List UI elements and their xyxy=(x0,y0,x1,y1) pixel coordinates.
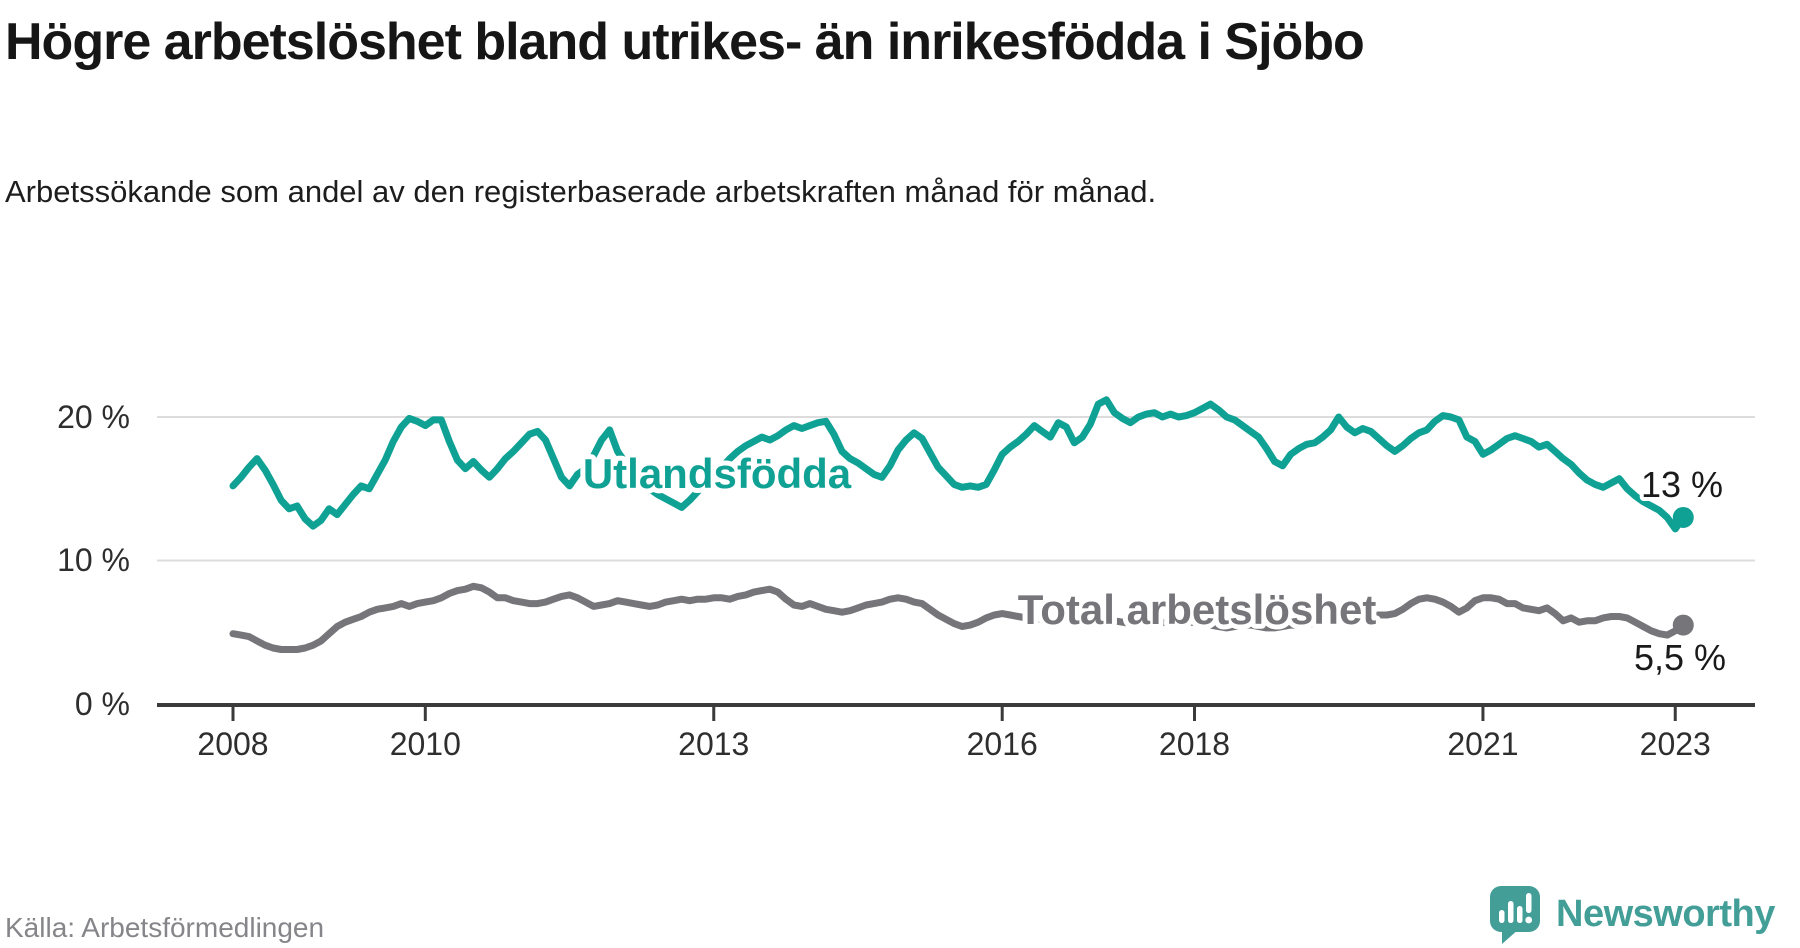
y-tick-label-10: 10 % xyxy=(57,542,130,578)
source-note: Källa: Arbetsförmedlingen xyxy=(5,912,325,943)
chart-subtitle: Arbetssökande som andel av den registerb… xyxy=(5,174,1157,209)
x-tick-label-2021: 2021 xyxy=(1447,726,1518,762)
series-label-utlandsfodda: Utlandsfödda xyxy=(583,450,852,497)
line-utlandsf-dda xyxy=(229,396,1687,533)
end-value-label-total: 5,5 % xyxy=(1634,637,1726,678)
series-label-total: Total arbetslöshet xyxy=(1018,586,1377,633)
x-tick-label-2023: 2023 xyxy=(1640,726,1711,762)
newsworthy-logo-icon xyxy=(1490,886,1540,944)
x-tick-label-2018: 2018 xyxy=(1159,726,1230,762)
newsworthy-logo-text: Newsworthy xyxy=(1556,892,1775,935)
end-value-label-utlandsfodda: 13 % xyxy=(1641,464,1723,505)
x-tick-label-2008: 2008 xyxy=(197,726,268,762)
x-tick-label-2016: 2016 xyxy=(967,726,1038,762)
x-axis: 2008 2010 2013 2016 2018 2021 2023 xyxy=(157,703,1755,762)
x-tick-label-2013: 2013 xyxy=(678,726,749,762)
data-lines xyxy=(229,396,1687,653)
gridlines xyxy=(157,416,1755,562)
line-chart: Utlandsfödda Total arbetslöshet 13 % 5,5… xyxy=(57,396,1755,762)
end-dots xyxy=(1672,506,1694,636)
page-title: Högre arbetslöshet bland utrikes- än inr… xyxy=(5,13,1365,71)
x-tick-label-2010: 2010 xyxy=(390,726,461,762)
y-tick-label-0: 0 % xyxy=(75,686,130,722)
newsworthy-logo: Newsworthy xyxy=(1488,884,1775,944)
y-tick-label-20: 20 % xyxy=(57,399,130,435)
end-dot xyxy=(1672,614,1694,636)
end-dot xyxy=(1672,506,1694,528)
line-total-arbetsl-shet xyxy=(229,582,1687,653)
